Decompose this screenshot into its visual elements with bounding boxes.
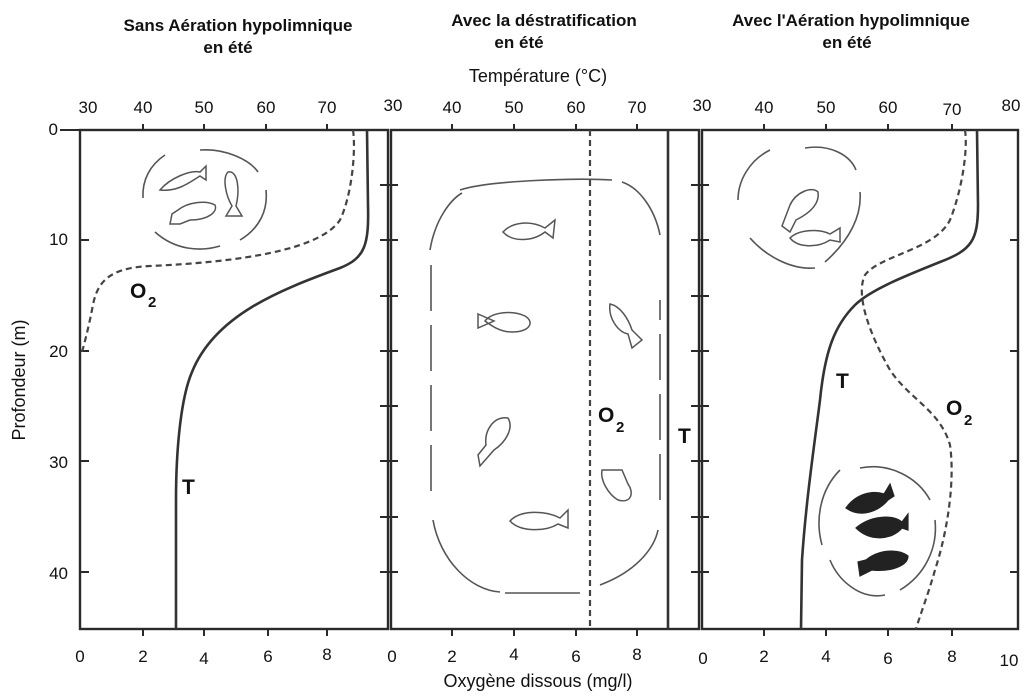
panel1-fish-group	[142, 149, 268, 250]
depth-axis-title: Profondeur (m)	[9, 319, 29, 440]
temp-tick: 30	[384, 96, 403, 115]
temp-tick: 60	[257, 98, 276, 117]
panel2-circulation-arrows	[429, 178, 661, 594]
oxy-tick: 6	[263, 647, 272, 666]
temp-tick: 50	[195, 98, 214, 117]
oxy-tick: 0	[75, 647, 84, 666]
panel3-title-line2: en été	[822, 33, 871, 52]
temp-tick: 60	[567, 98, 586, 117]
temp-tick: 60	[879, 98, 898, 117]
panel2-fish-group	[477, 218, 644, 531]
temp-tick: 80	[1002, 96, 1021, 115]
panel3-temperature-curve	[799, 129, 980, 630]
oxy-tick: 2	[138, 647, 147, 666]
oxy-tick: 4	[509, 645, 518, 664]
panel2-temperature-label: T	[678, 425, 691, 448]
depth-tick-0: 0	[49, 120, 58, 139]
oxy-tick: 0	[698, 649, 707, 668]
panel1-title-line1: Sans Aération hypolimnique	[124, 16, 353, 35]
panel1-temperature-curve	[174, 129, 370, 629]
panel3-temperature-label: T	[836, 370, 849, 393]
temp-tick: 30	[79, 98, 98, 117]
panel1-title-line2: en été	[203, 38, 252, 57]
oxy-tick: 0	[387, 647, 396, 666]
panel2-oxygen-subscript: 2	[616, 419, 624, 436]
panel2-frame	[389, 128, 701, 631]
temp-tick: 70	[318, 98, 337, 117]
oxy-tick: 8	[947, 647, 956, 666]
panel2-title-line1: Avec la déstratification	[451, 11, 637, 30]
panel1-oxygen-subscript: 2	[148, 294, 156, 311]
temp-tick: 70	[943, 100, 962, 119]
oxy-tick: 2	[447, 647, 456, 666]
panel3-oxygen-subscript: 2	[964, 412, 972, 429]
depth-tick-40: 40	[49, 564, 68, 583]
depth-tick-30: 30	[49, 453, 68, 472]
oxy-tick: 4	[821, 647, 830, 666]
panel3-title-line1: Avec l'Aération hypolimnique	[732, 11, 970, 30]
temp-tick: 70	[628, 98, 647, 117]
temp-tick: 40	[755, 98, 774, 117]
panel3-fish-group-bottom	[818, 466, 937, 597]
oxy-tick: 2	[759, 647, 768, 666]
panel2-oxygen-label: O	[598, 404, 614, 427]
temperature-axis-title: Température (°C)	[469, 66, 607, 86]
temp-tick: 40	[443, 98, 462, 117]
oxy-tick: 6	[571, 647, 580, 666]
oxy-tick: 8	[632, 645, 641, 664]
panel1-oxygen-curve	[80, 129, 356, 353]
temp-tick: 30	[693, 96, 712, 115]
oxy-tick: 8	[322, 645, 331, 664]
temp-tick: 40	[134, 98, 153, 117]
panel3-oxygen-label: O	[946, 397, 962, 420]
depth-tick-20: 20	[49, 342, 68, 361]
temp-tick: 50	[817, 98, 836, 117]
depth-tick-10: 10	[49, 230, 68, 249]
panel1-frame	[78, 128, 390, 631]
panel2-title-line2: en été	[494, 33, 543, 52]
panel3-frame	[700, 128, 1020, 631]
tick-marks	[60, 124, 1018, 636]
oxy-tick: 6	[883, 649, 892, 668]
panel1-oxygen-label: O	[130, 280, 146, 303]
temp-tick: 50	[505, 98, 524, 117]
oxy-tick: 10	[1000, 651, 1019, 670]
panel1-temperature-label: T	[182, 476, 195, 499]
panel3-oxygen-curve	[860, 129, 967, 630]
oxygen-axis-title: Oxygène dissous (mg/l)	[443, 671, 632, 691]
panel3-fish-group-top	[737, 146, 861, 269]
oxy-tick: 4	[199, 649, 208, 668]
